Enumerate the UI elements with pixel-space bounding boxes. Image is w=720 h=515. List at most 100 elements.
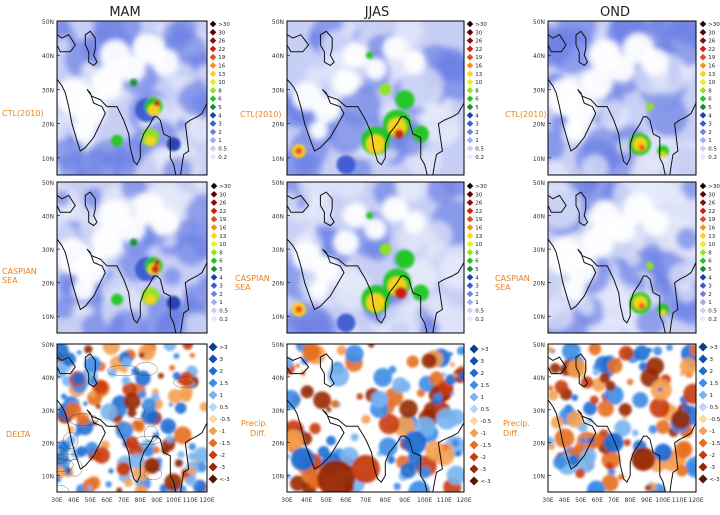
legend-label: 1 xyxy=(481,395,485,401)
legend-swatch xyxy=(466,298,474,306)
precip-legend: >30 30 26 22 19 16 13 10 8 6 5 4 3 2 1 0.5 0.2 xyxy=(209,20,230,161)
legend-label: 30 xyxy=(475,192,482,198)
legend-label: -3 xyxy=(220,465,226,471)
diff-legend: >3 3 2 1.5 1 0.5 -0.5 -1 -1.5 -2 -3 <-3 xyxy=(469,344,492,486)
row-label-caspian-col1: CASPIAN xyxy=(2,267,37,276)
legend-swatch xyxy=(210,298,218,306)
legend-swatch xyxy=(209,136,217,144)
legend-swatch xyxy=(698,414,708,424)
legend-swatch xyxy=(466,232,474,240)
lon-label: 50E xyxy=(321,497,333,504)
legend-label: -1 xyxy=(710,429,715,435)
legend-swatch xyxy=(466,215,474,223)
legend-swatch xyxy=(469,440,479,450)
legend-label: -1.5 xyxy=(710,441,720,447)
legend-label: 13 xyxy=(219,234,226,240)
legend-label: 30 xyxy=(708,30,715,36)
legend-swatch xyxy=(469,428,479,438)
legend-label: 16 xyxy=(475,226,482,232)
legend-label: 19 xyxy=(219,217,226,223)
legend-label: 2 xyxy=(219,292,223,298)
lon-label: 100E xyxy=(655,497,670,504)
legend-label: 2 xyxy=(475,130,479,136)
legend-label: 5 xyxy=(475,105,479,111)
lat-label: 10N xyxy=(42,474,54,481)
legend-swatch xyxy=(210,274,218,281)
map-panel-delta-jjas xyxy=(286,343,465,493)
legend-label: <-3 xyxy=(220,477,231,483)
legend-swatch xyxy=(469,344,479,354)
black-sea-outline xyxy=(548,194,567,213)
legend-swatch xyxy=(466,103,474,111)
legend-label: 1 xyxy=(708,300,712,306)
legend-label: 10 xyxy=(708,242,715,248)
legend-swatch xyxy=(209,103,217,111)
lon-label: 40E xyxy=(559,497,571,504)
map-panel-caspian-ond xyxy=(547,181,697,334)
legend-swatch xyxy=(466,240,474,248)
legend-swatch xyxy=(209,95,217,102)
legend-label: 30 xyxy=(218,30,225,36)
legend-swatch xyxy=(699,298,707,306)
legend-label: 13 xyxy=(708,234,715,240)
coastline xyxy=(57,78,207,175)
legend-swatch xyxy=(208,402,218,412)
black-sea-outline xyxy=(57,194,76,213)
caspian-outline xyxy=(575,30,589,67)
caspian-outline xyxy=(319,191,335,227)
legend-swatch xyxy=(209,128,217,136)
caspian-outline xyxy=(84,353,98,388)
panel-frame xyxy=(56,181,208,334)
legend-swatch xyxy=(469,356,479,366)
row-label-delta-col1: DELTA xyxy=(6,430,31,439)
legend-label: <-3 xyxy=(710,477,720,483)
legend-label: 4 xyxy=(708,113,712,119)
lat-label: 40N xyxy=(272,214,284,221)
coastline xyxy=(57,399,207,492)
caspian-outline xyxy=(575,191,589,227)
legend-swatch xyxy=(208,378,218,388)
lat-label: 40N xyxy=(272,375,284,382)
legend-swatch xyxy=(699,207,707,215)
legend-swatch xyxy=(466,315,474,323)
legend-swatch xyxy=(699,282,707,289)
diff-legend: >3 3 2 1.5 1 0.5 -0.5 -1 -1.5 -2 -3 <-3 xyxy=(208,342,231,484)
legend-swatch xyxy=(209,87,217,94)
legend-swatch xyxy=(466,199,474,206)
legend-label: 26 xyxy=(219,201,226,207)
legend-swatch xyxy=(209,37,217,44)
legend-label: 22 xyxy=(219,209,226,215)
legend-label: 8 xyxy=(218,88,222,94)
row-label-sea-col3: SEA xyxy=(495,283,511,292)
row-label-precip-col3: Precip. xyxy=(503,419,530,428)
legend-swatch xyxy=(466,290,474,298)
legend-swatch xyxy=(209,29,217,36)
legend-swatch xyxy=(699,145,707,152)
legend-label: 1 xyxy=(710,393,714,399)
legend-swatch xyxy=(209,153,217,161)
legend-swatch xyxy=(208,390,218,400)
lat-label: 40N xyxy=(272,53,284,60)
lon-label: 80E xyxy=(380,497,392,504)
lon-label: 70E xyxy=(360,497,372,504)
black-sea-outline xyxy=(287,194,310,213)
legend-swatch xyxy=(698,438,708,448)
lat-label: 40N xyxy=(533,375,545,382)
legend-swatch xyxy=(699,78,707,86)
panel-frame xyxy=(56,343,208,493)
legend-label: 19 xyxy=(708,217,715,223)
legend-label: 2 xyxy=(708,130,712,136)
lat-label: 30N xyxy=(42,87,54,94)
legend-label: 4 xyxy=(475,275,479,281)
legend-label: 0.2 xyxy=(218,155,227,161)
legend-label: 8 xyxy=(475,88,479,94)
legend-swatch xyxy=(208,438,218,448)
legend-label: 19 xyxy=(218,55,225,61)
black-sea-outline xyxy=(548,356,567,375)
lat-label: 10N xyxy=(533,156,545,163)
map-panel-ctl-mam xyxy=(56,20,208,176)
legend-swatch xyxy=(466,29,474,36)
lat-label: 30N xyxy=(533,87,545,94)
lat-label: 30N xyxy=(272,87,284,94)
